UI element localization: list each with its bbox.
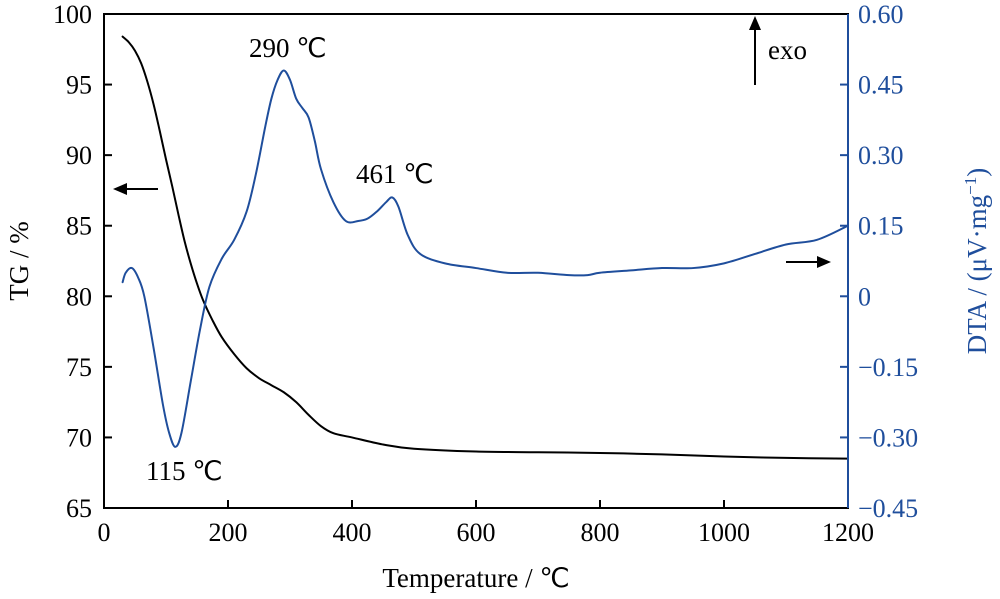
right-tick-label: −0.15	[858, 353, 918, 382]
exo-arrow-icon	[749, 16, 761, 85]
dta-series-line	[121, 69, 849, 448]
dta-axis-arrow-icon	[786, 256, 831, 268]
tg-axis-arrow-icon	[113, 183, 158, 195]
right-axis-title: DTA / (μV·mg−1)	[961, 168, 992, 354]
annotation-peak-461: 461 ℃	[356, 159, 434, 189]
x-tick-label: 1000	[698, 518, 750, 547]
x-tick-label: 400	[333, 518, 372, 547]
left-axis-title: TG / %	[4, 221, 34, 300]
right-tick-label: 0	[858, 282, 871, 311]
right-tick-label: −0.30	[858, 423, 918, 452]
right-tick-label: 0.60	[858, 0, 904, 29]
tg-series-line	[121, 35, 849, 460]
x-tick-label: 200	[209, 518, 248, 547]
right-axis-title-main: DTA / (μV·mg	[962, 195, 992, 354]
x-axis-title: Temperature / ℃	[382, 563, 569, 593]
right-tick-label: 0.15	[858, 212, 904, 241]
left-tick-label: 70	[66, 423, 92, 452]
left-tick-label: 65	[66, 494, 92, 523]
left-tick-label: 75	[66, 353, 92, 382]
plot-frame	[103, 13, 849, 509]
left-tick-label: 95	[66, 71, 92, 100]
left-tick-label: 80	[66, 282, 92, 311]
annotation-trough-115: 115 ℃	[146, 456, 223, 486]
ticks-layer: 0 200 400 600 800 1000 1200 65 70 75 80 85 90 95 100 −0…	[53, 0, 918, 547]
left-tick-label: 85	[66, 212, 92, 241]
left-tick-label: 100	[53, 0, 92, 29]
x-tick-label: 600	[457, 518, 496, 547]
lines-layer	[121, 35, 849, 460]
right-axis-title-close: )	[962, 168, 992, 177]
left-tick-label: 90	[66, 141, 92, 170]
annotation-peak-290: 290 ℃	[249, 33, 327, 63]
x-tick-label: 800	[581, 518, 620, 547]
right-axis-title-sup: −1	[961, 177, 980, 195]
x-tick-label: 0	[98, 518, 111, 547]
right-tick-label: 0.45	[858, 71, 904, 100]
right-tick-label: 0.30	[858, 141, 904, 170]
right-tick-label: −0.45	[858, 494, 918, 523]
annotation-exo: exo	[768, 35, 807, 65]
x-tick-label: 1200	[822, 518, 874, 547]
